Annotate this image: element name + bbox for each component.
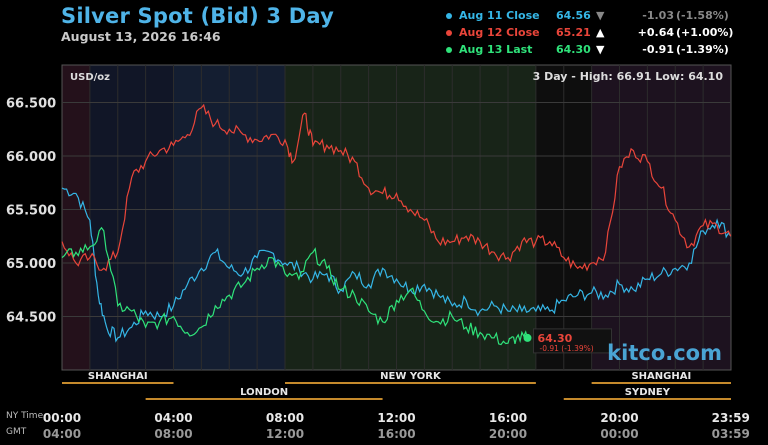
- legend-percent: (-1.39%): [676, 43, 729, 56]
- x-tick-label-ny: 23:59: [712, 411, 750, 425]
- session-label: LONDON: [240, 387, 288, 398]
- x-tick-label-ny: 16:00: [489, 411, 527, 425]
- x-tick-label-gmt: 12:00: [266, 427, 304, 441]
- x-tick-label-gmt: 03:59: [712, 427, 750, 441]
- legend-dot: [446, 13, 452, 19]
- y-tick-label: 64.500: [6, 310, 56, 325]
- legend-value: 64.30: [556, 43, 591, 56]
- legend-label: Aug 13 Last: [459, 43, 533, 56]
- range-text: 3 Day - High: 66.91 Low: 64.10: [533, 70, 724, 83]
- session-label: SHANGHAI: [631, 371, 691, 382]
- last-price-box: [533, 328, 613, 354]
- y-tick-label: 65.500: [6, 203, 56, 218]
- series-line-2: [61, 226, 529, 346]
- x-tick-label-gmt: 16:00: [377, 427, 415, 441]
- legend-label: Aug 12 Close: [459, 26, 540, 39]
- up-arrow-icon: ▲: [596, 26, 605, 39]
- chart-title: Silver Spot (Bid) 3 Day: [61, 4, 334, 28]
- chart-subtitle: August 13, 2026 16:46: [61, 29, 221, 44]
- session-background: [591, 65, 731, 370]
- legend-value: 65.21: [556, 26, 591, 39]
- legend-percent: (+1.00%): [676, 26, 734, 39]
- session-label: NEW YORK: [380, 371, 442, 382]
- down-arrow-icon: ▼: [596, 9, 605, 22]
- x-tick-label-gmt: 00:00: [600, 427, 638, 441]
- x-tick-label-ny: 00:00: [43, 411, 81, 425]
- session-label: SYDNEY: [625, 387, 671, 398]
- session-background: [62, 65, 90, 370]
- y-tick-label: 66.500: [6, 96, 56, 111]
- last-price-change: -0.91 (-1.39%): [540, 344, 594, 353]
- session-background: [285, 65, 536, 370]
- last-price-value: 64.30: [538, 332, 573, 345]
- x-tick-label-gmt: 20:00: [489, 427, 527, 441]
- legend-percent: (-1.58%): [676, 9, 729, 22]
- legend-change: -0.91: [642, 43, 674, 56]
- y-tick-label: 65.000: [6, 257, 56, 272]
- legend-value: 64.56: [556, 9, 591, 22]
- x-tick-label-gmt: 04:00: [43, 427, 81, 441]
- y-tick-label: 66.000: [6, 150, 56, 165]
- session-background: [89, 65, 174, 370]
- tz-label-gmt: GMT: [6, 427, 27, 437]
- legend-dot: [446, 47, 452, 53]
- x-tick-label-ny: 04:00: [154, 411, 192, 425]
- session-label: SHANGHAI: [88, 371, 148, 382]
- legend-dot: [446, 30, 452, 36]
- x-tick-label-ny: 20:00: [600, 411, 638, 425]
- x-tick-label-gmt: 08:00: [154, 427, 192, 441]
- x-tick-label-ny: 08:00: [266, 411, 304, 425]
- last-price-marker: [523, 333, 532, 342]
- legend-change: -1.03: [642, 9, 674, 22]
- x-tick-label-ny: 12:00: [377, 411, 415, 425]
- tz-label-ny: NY Time: [6, 411, 44, 421]
- legend-change: +0.64: [637, 26, 674, 39]
- unit-label: USD/oz: [70, 72, 110, 83]
- series-line-1: [61, 103, 732, 272]
- watermark-logo: kitco.com: [607, 341, 722, 365]
- legend-label: Aug 11 Close: [459, 9, 540, 22]
- down-arrow-icon: ▼: [596, 43, 605, 56]
